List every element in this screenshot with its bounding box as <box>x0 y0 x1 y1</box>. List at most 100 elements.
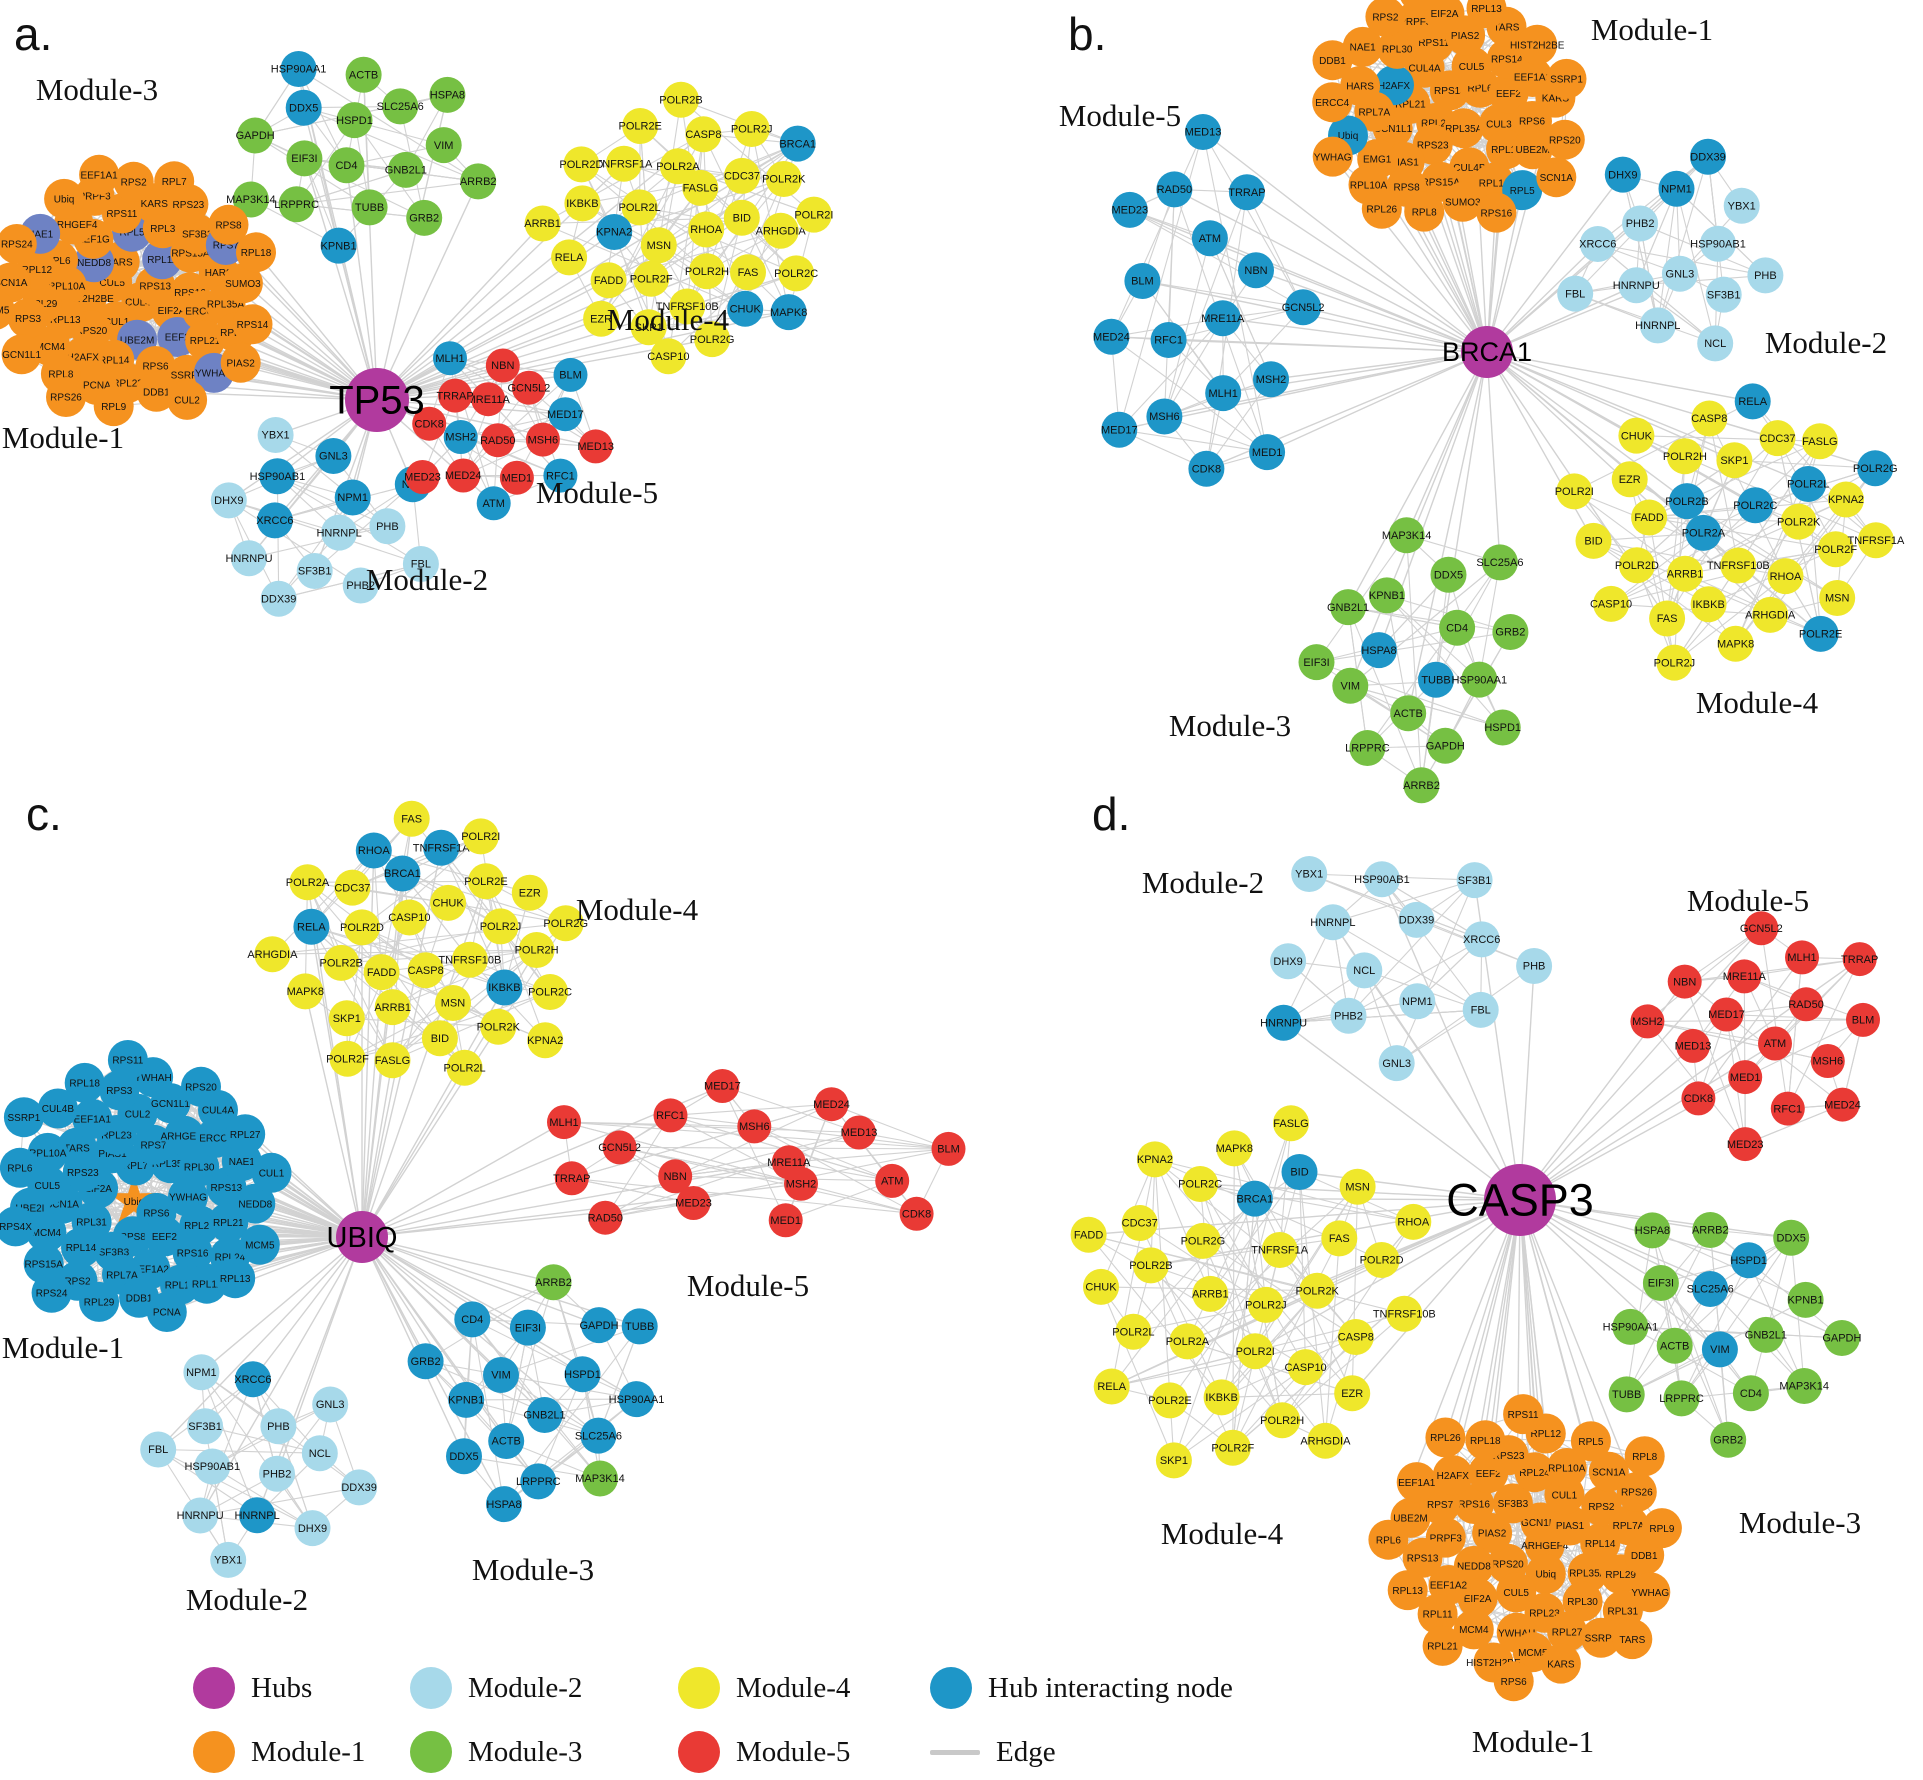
node-label: RPL3 <box>150 224 175 235</box>
node-label: KPNA2 <box>1137 1154 1173 1166</box>
node-label: TNFRSF10B <box>438 954 501 966</box>
node-label: HNRNPU <box>1613 280 1660 292</box>
node-label: RPL6 <box>7 1164 32 1175</box>
node-label: RPL18 <box>1470 1436 1501 1447</box>
node-label: RAD50 <box>588 1212 623 1224</box>
panel-letter-c: c. <box>26 788 62 840</box>
node-label: POLR2B <box>1665 496 1708 508</box>
node-label: HSP90AB1 <box>250 471 306 483</box>
cluster-b-module-1: RPL23RPS13RPL35ARPL21RPL6RPS23CUL4ACUL3G… <box>1312 0 1586 233</box>
node-label: POLR2B <box>659 94 702 106</box>
node-label: KPNA2 <box>527 1035 563 1047</box>
cluster-d-module-2: NCLDDX39NPM1HNRNPLXRCC6PHB2HSP90AB1FBLDH… <box>1260 856 1552 1081</box>
node-label: MED24 <box>1824 1099 1861 1111</box>
node-label: PIAS2 <box>1478 1529 1507 1540</box>
node-label: ATM <box>482 498 504 510</box>
node-label: CASP10 <box>1590 599 1632 611</box>
node-label: EEF2 <box>1496 89 1521 100</box>
node-label: POLR2H <box>1260 1415 1304 1427</box>
node-label: EIF3I <box>1648 1278 1674 1290</box>
node-label: FBL <box>1565 288 1585 300</box>
module-label: Module-3 <box>36 72 158 107</box>
node-label: RELA <box>1738 396 1767 408</box>
node-label: POLR2H <box>1663 451 1707 463</box>
node-label: EEF1A2 <box>1430 1581 1468 1592</box>
node-label: NAE1 <box>1350 43 1377 54</box>
node-label: RPL5 <box>1510 186 1535 197</box>
node-label: HNRNPL <box>1635 320 1680 332</box>
module-label: Module-1 <box>2 420 124 455</box>
node-label: RPL7A <box>1358 107 1390 118</box>
node-label: CUL5 <box>1459 62 1485 73</box>
node-label: HIST2H2BE <box>1510 40 1565 51</box>
node-label: NPM1 <box>337 492 368 504</box>
node-label: TUBB <box>1612 1389 1641 1401</box>
node-label: CHUK <box>433 898 465 910</box>
node-label: MED23 <box>675 1198 712 1210</box>
node-label: SKP1 <box>1720 455 1748 467</box>
node-label: GNL3 <box>316 1399 345 1411</box>
node-label: DHX9 <box>214 495 243 507</box>
node-label: RPS23 <box>1417 140 1449 151</box>
node-label: RPL26 <box>1430 1433 1461 1444</box>
node-label: SF3B1 <box>1707 289 1741 301</box>
node-label: RAD50 <box>1788 999 1823 1011</box>
node-label: NBN <box>491 360 514 372</box>
node-label: ACTB <box>1660 1341 1689 1353</box>
node-label: PHB <box>267 1421 290 1433</box>
node-label: CASP10 <box>388 912 430 924</box>
node-label: HNRNPL <box>234 1510 279 1522</box>
node-label: ARRB1 <box>374 1002 411 1014</box>
cluster-c-module-1: UbiqRPL7RPS6EIF2ARPL35ARPS8PIAS1YWHAGRPL… <box>0 1040 292 1332</box>
node-label: RPL21 <box>1427 1642 1458 1653</box>
node-label: MSH2 <box>786 1179 817 1191</box>
node-label: XRCC6 <box>1463 934 1500 946</box>
node-label: CDK8 <box>902 1209 931 1221</box>
node-label: ARHGDIA <box>756 225 807 237</box>
node-label: CDK8 <box>1684 1093 1713 1105</box>
node-label: BID <box>733 212 751 224</box>
node-label: IKBKB <box>1692 599 1724 611</box>
node-label: MAPK8 <box>1216 1143 1253 1155</box>
node-label: HSPD1 <box>1484 722 1521 734</box>
node-label: MCM5 <box>245 1240 275 1251</box>
node-label: FADD <box>594 275 623 287</box>
node-label: RPS20 <box>1492 1559 1524 1570</box>
node-label: MSN <box>1345 1182 1370 1194</box>
node-label: EIF3I <box>291 153 317 165</box>
node-label: YBX1 <box>262 430 290 442</box>
node-label: LRPPRC <box>516 1476 561 1488</box>
module-label: Module-5 <box>687 1268 809 1303</box>
node-label: POLR2F <box>1211 1443 1254 1455</box>
node-label: POLR2B <box>1129 1260 1172 1272</box>
node-label: RPL14 <box>1585 1539 1616 1550</box>
node-label: MCM5 <box>0 306 10 317</box>
legend-item-module-4: Module-4 <box>678 1666 850 1710</box>
node-label: TUBB <box>355 202 384 214</box>
node-label: SLC25A6 <box>575 1430 622 1442</box>
node-label: NPM1 <box>1661 184 1692 196</box>
node-label: EMG1 <box>1363 155 1392 166</box>
node-label: CASP8 <box>1691 413 1727 425</box>
node-label: KPNB1 <box>1369 590 1405 602</box>
node-label: RPL30 <box>1382 45 1413 56</box>
node-label: CHUK <box>730 304 762 316</box>
node-label: RPS26 <box>50 393 82 404</box>
hub-label: BRCA1 <box>1442 337 1532 367</box>
node-label: POLR2A <box>1166 1336 1210 1348</box>
node-label: IKBKB <box>488 982 520 994</box>
node-label: TARS <box>1619 1635 1645 1646</box>
node-label: GNL3 <box>1666 269 1695 281</box>
node-label: RAD50 <box>480 435 515 447</box>
node-label: HSPA8 <box>1635 1225 1670 1237</box>
node-label: ACTB <box>349 70 378 82</box>
node-label: MED17 <box>1101 424 1138 436</box>
legend-label: Hubs <box>251 1672 312 1705</box>
node-label: POLR2L <box>618 202 660 214</box>
node-label: GAPDH <box>1822 1333 1861 1345</box>
node-label: DDB1 <box>143 388 170 399</box>
node-label: PHB <box>376 521 399 533</box>
node-label: DHX9 <box>298 1523 327 1535</box>
node-label: RPS26 <box>1621 1488 1653 1499</box>
node-label: MED23 <box>1111 205 1148 217</box>
